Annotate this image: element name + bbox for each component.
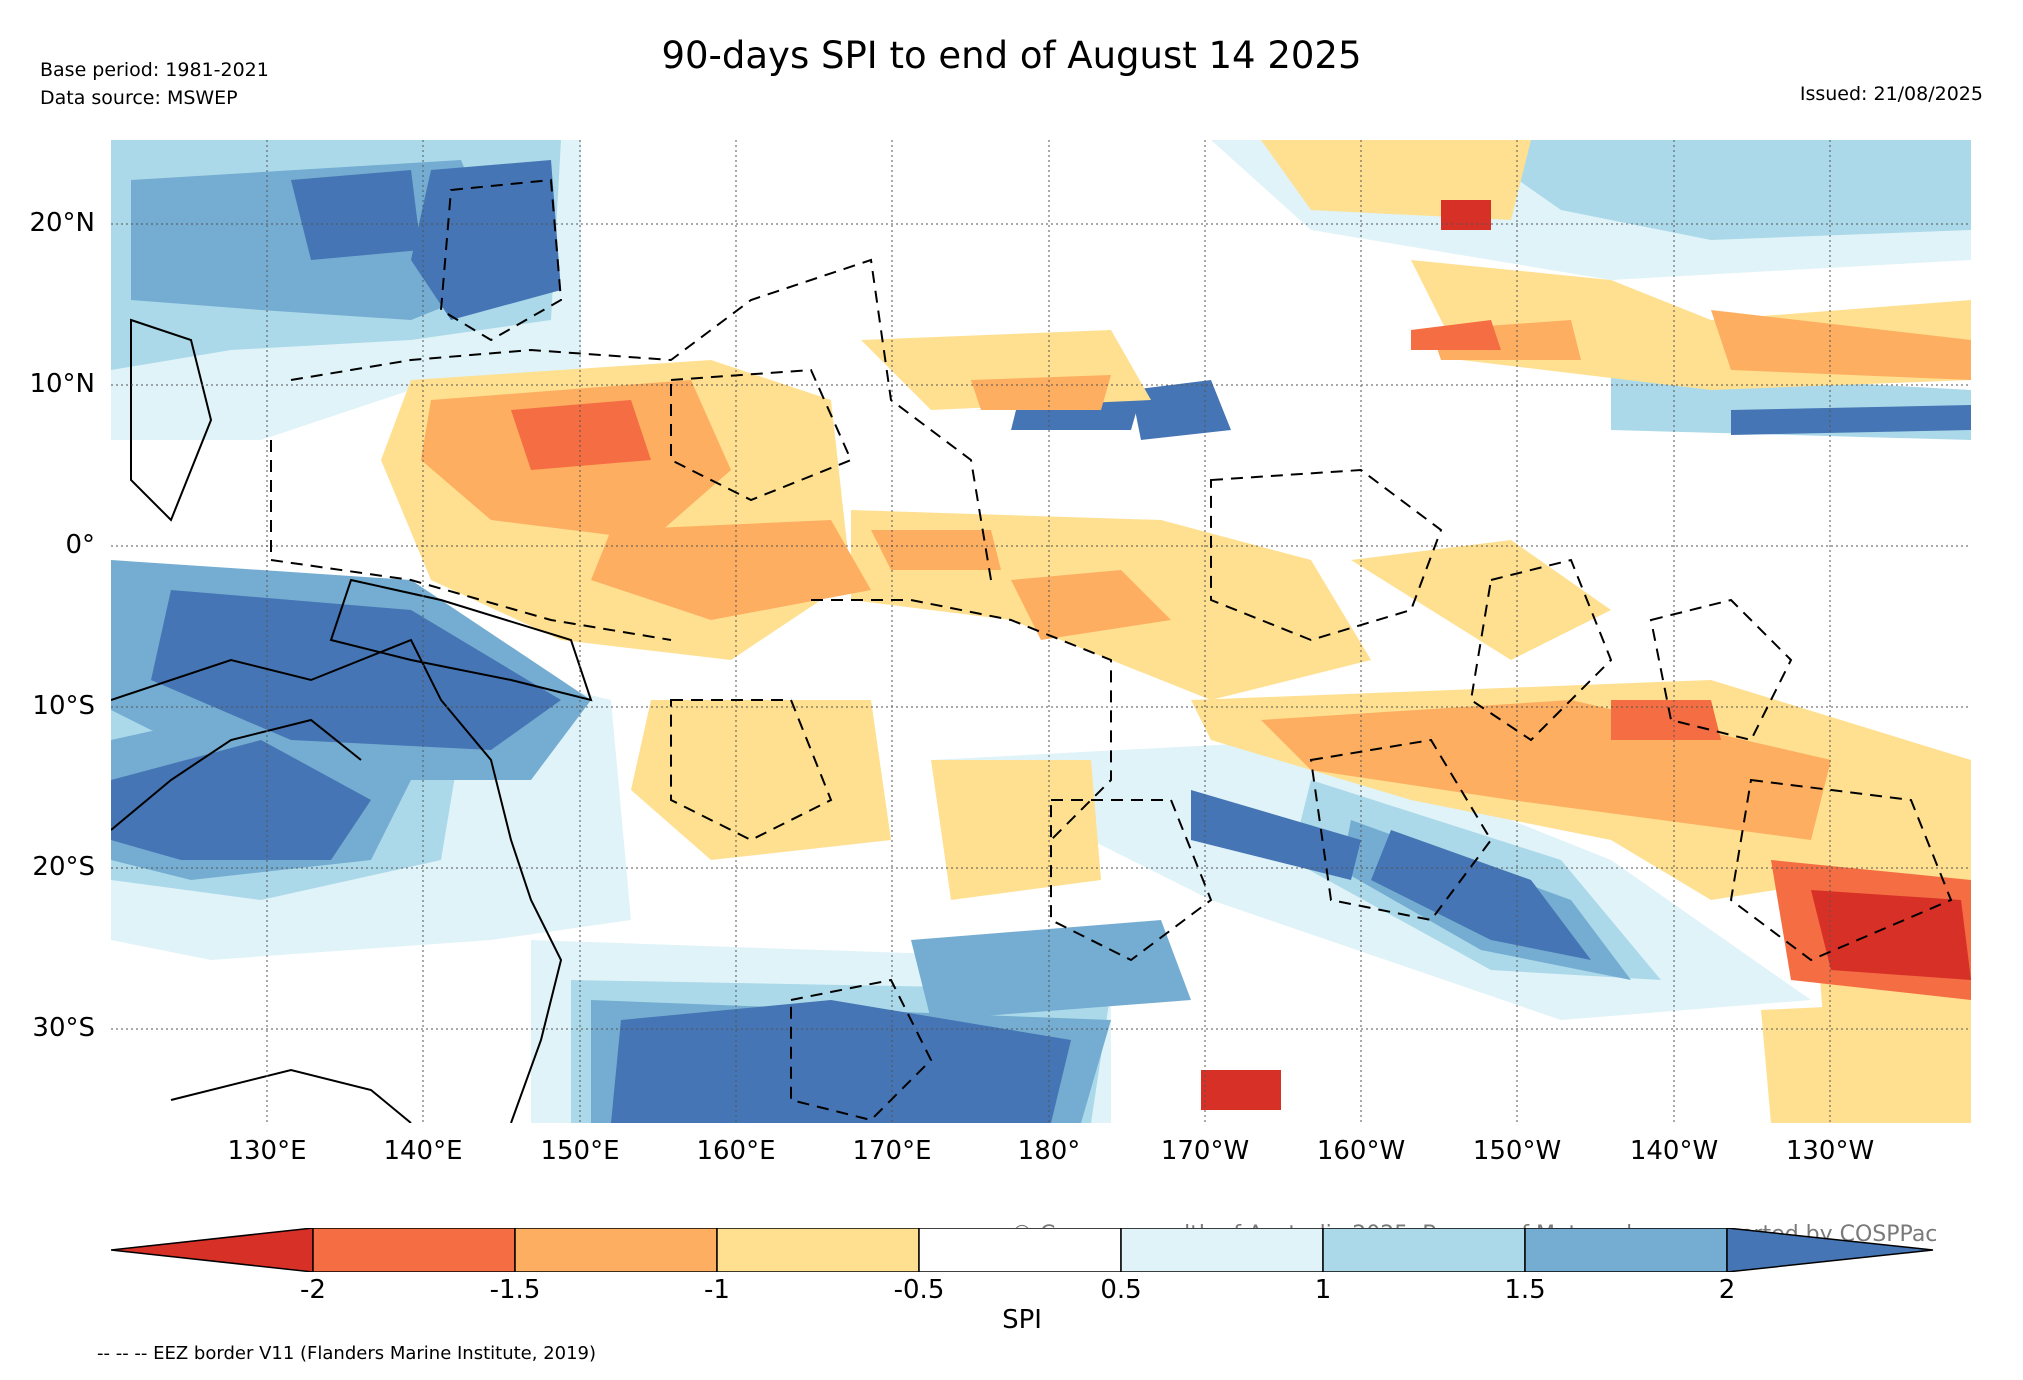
lon-label: 160°E [696, 1136, 776, 1166]
lat-label: 10°S [32, 691, 95, 721]
lon-label: 150°W [1472, 1136, 1562, 1166]
colorbar-extend-high [1726, 1228, 1934, 1272]
metadata-block: Base period: 1981-2021 Data source: MSWE… [40, 56, 269, 112]
colorbar-bin [918, 1228, 1122, 1272]
spi-colorbar [111, 1228, 1934, 1272]
colorbar-extend-low [111, 1228, 314, 1272]
colorbar-tick: -1 [704, 1275, 730, 1305]
lon-label: 170°W [1160, 1136, 1250, 1166]
lon-label: 140°W [1629, 1136, 1719, 1166]
lon-label: 150°E [540, 1136, 620, 1166]
lat-label: 10°N [29, 369, 95, 399]
lon-label: 140°E [383, 1136, 463, 1166]
lon-label: 130°W [1785, 1136, 1875, 1166]
lon-label: 180° [1017, 1136, 1081, 1166]
colorbar-bin [514, 1228, 718, 1272]
base-period: Base period: 1981-2021 [40, 59, 269, 81]
colorbar-tick: -2 [300, 1275, 326, 1305]
colorbar-label: SPI [1002, 1305, 1042, 1335]
colorbar-tick: -1.5 [489, 1275, 541, 1305]
lon-label: 160°W [1316, 1136, 1406, 1166]
colorbar-bin [1524, 1228, 1728, 1272]
colorbar-tick: 1 [1314, 1275, 1332, 1305]
lat-label: 20°N [29, 208, 95, 238]
lat-label: 20°S [32, 852, 95, 882]
colorbar-tick: 2 [1718, 1275, 1736, 1305]
data-source: Data source: MSWEP [40, 87, 238, 109]
colorbar-tick: 0.5 [1100, 1275, 1142, 1305]
colorbar-tick: -0.5 [893, 1275, 945, 1305]
colorbar-bin [1120, 1228, 1324, 1272]
colorbar-bin [312, 1228, 516, 1272]
lon-label: 130°E [227, 1136, 307, 1166]
map-title: 90-days SPI to end of August 14 2025 [661, 34, 1362, 77]
colorbar-tick: 1.5 [1504, 1275, 1546, 1305]
colorbar-bin [716, 1228, 920, 1272]
issued-date: Issued: 21/08/2025 [1799, 83, 1983, 105]
lat-label: 0° [65, 530, 95, 560]
map-canvas [111, 140, 1971, 1123]
lat-label: 30°S [32, 1013, 95, 1043]
colorbar-bin [1322, 1228, 1526, 1272]
spi-map: © Commonwealth of Australia 2025, Bureau… [111, 140, 1971, 1247]
eez-footnote: -- -- -- EEZ border V11 (Flanders Marine… [97, 1343, 597, 1364]
lon-label: 170°E [852, 1136, 932, 1166]
